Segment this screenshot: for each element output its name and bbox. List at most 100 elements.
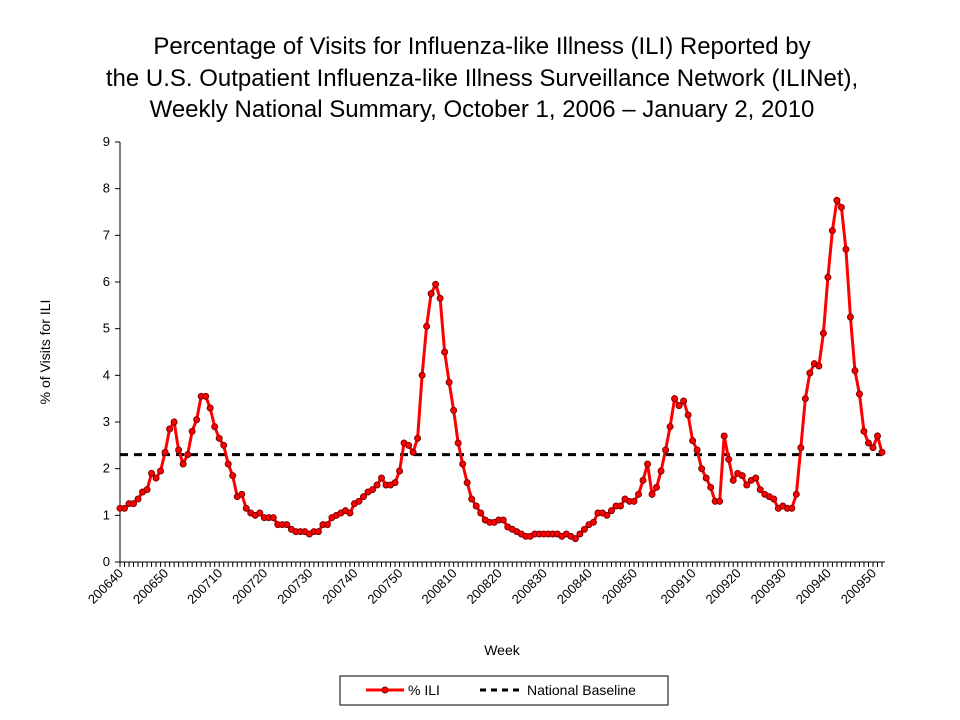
data-point (373, 481, 381, 489)
data-point (436, 294, 444, 302)
legend-label: National Baseline (527, 682, 636, 698)
data-point (157, 467, 165, 475)
data-point (828, 227, 836, 235)
data-point (689, 437, 697, 445)
data-point (184, 451, 192, 459)
data-point (346, 509, 354, 517)
data-point (359, 493, 367, 501)
data-point (134, 495, 142, 503)
data-point (743, 481, 751, 489)
data-point (215, 434, 223, 442)
data-point (256, 509, 264, 517)
data-point (824, 273, 832, 281)
data-point (806, 369, 814, 377)
data-point (716, 497, 724, 505)
data-point (576, 530, 584, 538)
data-point (752, 474, 760, 482)
chart-title: Weekly National Summary, October 1, 2006… (150, 96, 815, 123)
data-point (152, 474, 160, 482)
chart-title: the U.S. Outpatient Influenza-like Illne… (106, 65, 858, 92)
data-point (224, 460, 232, 468)
data-point (842, 245, 850, 253)
y-tick-label: 2 (103, 461, 110, 476)
data-point (472, 502, 480, 510)
data-point (242, 504, 250, 512)
data-point (639, 476, 647, 484)
data-point (788, 504, 796, 512)
data-point (450, 406, 458, 414)
data-point (166, 425, 174, 433)
data-point (851, 367, 859, 375)
data-point (220, 441, 228, 449)
data-point (454, 439, 462, 447)
data-point (423, 322, 431, 330)
data-point (869, 444, 877, 452)
data-point (657, 467, 665, 475)
data-point (662, 446, 670, 454)
data-point (414, 434, 422, 442)
legend-label: % ILI (408, 682, 440, 698)
data-point (675, 402, 683, 410)
data-point (396, 467, 404, 475)
data-point (738, 472, 746, 480)
data-point (418, 371, 426, 379)
data-point (873, 432, 881, 440)
chart-title: Percentage of Visits for Influenza-like … (153, 33, 810, 60)
data-point (130, 500, 138, 508)
data-point (878, 448, 886, 456)
data-point (405, 441, 413, 449)
data-point (571, 535, 579, 543)
data-point (837, 203, 845, 211)
data-point (499, 516, 507, 524)
data-point (855, 390, 863, 398)
data-point (720, 432, 728, 440)
data-point (391, 479, 399, 487)
data-point (427, 290, 435, 298)
data-point (616, 502, 624, 510)
y-tick-label: 0 (103, 554, 110, 569)
data-point (698, 465, 706, 473)
data-point (148, 469, 156, 477)
data-point (801, 395, 809, 403)
data-point (323, 521, 331, 529)
data-point (206, 404, 214, 412)
data-point (121, 504, 129, 512)
data-point (445, 378, 453, 386)
data-point (477, 509, 485, 517)
y-tick-label: 4 (103, 367, 110, 382)
y-axis-label: % of Visits for ILI (37, 300, 53, 405)
data-point (459, 460, 467, 468)
data-point (648, 490, 656, 498)
data-point (860, 427, 868, 435)
data-point (161, 448, 169, 456)
y-tick-label: 8 (103, 181, 110, 196)
data-point (170, 418, 178, 426)
data-point (846, 313, 854, 321)
data-point (468, 495, 476, 503)
data-point (693, 446, 701, 454)
y-tick-label: 1 (103, 507, 110, 522)
data-point (819, 329, 827, 337)
data-point (441, 348, 449, 356)
data-point (463, 479, 471, 487)
data-point (792, 490, 800, 498)
data-point (702, 474, 710, 482)
data-point (314, 528, 322, 536)
data-point (607, 507, 615, 515)
data-point (725, 455, 733, 463)
data-point (644, 460, 652, 468)
data-point (211, 423, 219, 431)
data-point (193, 416, 201, 424)
data-point (175, 446, 183, 454)
data-point (707, 483, 715, 491)
data-point (580, 525, 588, 533)
data-point (833, 196, 841, 204)
y-tick-label: 9 (103, 134, 110, 149)
data-point (770, 495, 778, 503)
data-point (238, 490, 246, 498)
data-point (269, 514, 277, 522)
data-point (630, 497, 638, 505)
data-point (729, 476, 737, 484)
